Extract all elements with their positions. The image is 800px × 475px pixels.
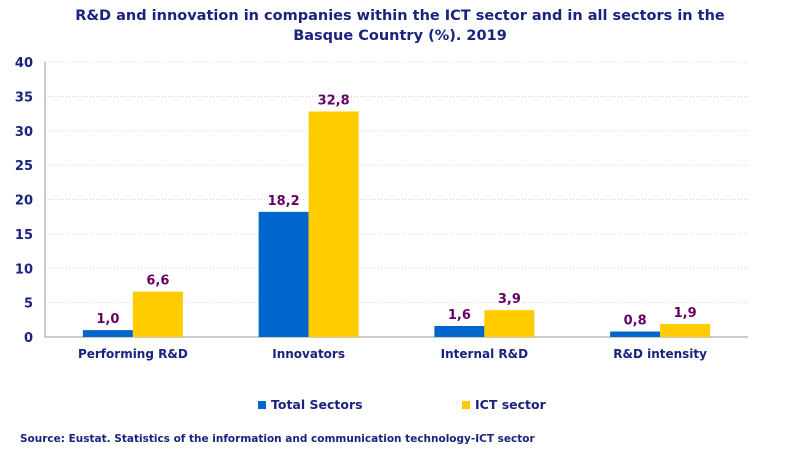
data-label: 0,8: [624, 314, 647, 329]
legend-swatch-total-sectors: [258, 400, 266, 409]
data-label: 1,6: [448, 308, 471, 323]
chart-title: R&D and innovation in companies within t…: [0, 6, 800, 46]
data-label: 1,0: [96, 312, 119, 327]
bar: [660, 323, 711, 337]
x-category-label: Innovators: [272, 347, 345, 361]
y-tick-label: 40: [15, 56, 33, 71]
y-tick-label: 15: [15, 228, 33, 243]
y-tick-label: 25: [15, 159, 33, 174]
x-category-label: Performing R&D: [78, 347, 188, 361]
y-tick-label: 0: [24, 331, 33, 346]
y-tick-label: 10: [15, 262, 33, 277]
bar: [258, 211, 309, 337]
legend-swatch-ict-sector: [462, 400, 470, 409]
legend-label-ict-sector: ICT sector: [475, 397, 546, 412]
bar-chart: 0 5 10 15 20 25 30 35 40 1,0 6,6 Performing R&D 18,2…: [15, 56, 748, 361]
bar: [434, 326, 485, 337]
bar: [132, 291, 183, 337]
bar: [484, 310, 535, 337]
x-category-label: Internal R&D: [441, 347, 528, 361]
data-label: 32,8: [318, 94, 350, 109]
legend-label-total-sectors: Total Sectors: [271, 397, 363, 412]
source-note: Source: Eustat. Statistics of the inform…: [20, 433, 535, 445]
x-category-label: R&D intensity: [613, 347, 707, 361]
legend-item-total-sectors: Total Sectors: [258, 397, 363, 412]
data-label: 1,9: [674, 306, 697, 321]
bar: [308, 111, 359, 337]
data-label: 6,6: [146, 274, 169, 289]
chart-legend: Total Sectors ICT sector: [0, 397, 800, 413]
bar: [82, 330, 133, 337]
data-label: 18,2: [268, 194, 300, 209]
bar: [610, 331, 661, 337]
chart-title-line-2: Basque Country (%). 2019: [293, 28, 507, 44]
y-tick-label: 20: [15, 194, 33, 209]
y-tick-label: 35: [15, 90, 33, 105]
y-tick-label: 30: [15, 125, 33, 140]
chart-title-line-1: R&D and innovation in companies within t…: [75, 8, 725, 24]
data-label: 3,9: [498, 292, 521, 307]
legend-item-ict-sector: ICT sector: [462, 397, 546, 412]
y-tick-label: 5: [24, 297, 33, 312]
